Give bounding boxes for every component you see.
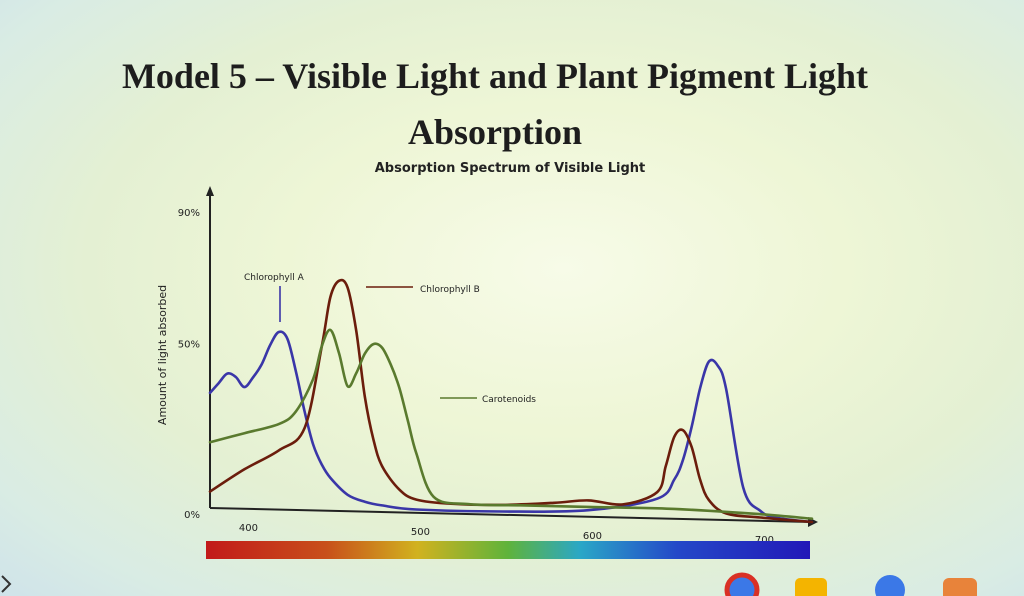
- y-tick-label: 90%: [178, 208, 200, 219]
- slides-icon[interactable]: [795, 578, 827, 596]
- page-title-line2: Absorption: [407, 112, 583, 152]
- series-lines: [208, 278, 814, 524]
- meet-icon[interactable]: [875, 575, 905, 596]
- y-tick-label: 0%: [184, 510, 200, 521]
- x-tick-label: 700: [755, 535, 774, 546]
- series-line-chlorophyll-a: [208, 330, 814, 524]
- tick-labels: 400 500 600 700 0% 50% 90% Amount of light abso…: [156, 208, 774, 546]
- chart-title: Absorption Spectrum of Visible Light: [374, 161, 646, 176]
- callout-label-chlorophyll-a: Chlorophyll A: [244, 273, 305, 283]
- taskbar: [724, 572, 977, 596]
- spectrum-bar: [206, 541, 810, 559]
- page-title: Model 5 – Visible Light and Plant Pigmen…: [0, 48, 990, 160]
- x-tick-label: 600: [583, 531, 602, 542]
- x-tick-label: 400: [239, 523, 258, 534]
- series-line-carotenoids: [208, 328, 814, 520]
- y-axis-label: Amount of light absorbed: [156, 285, 169, 425]
- x-tick-label: 500: [411, 527, 430, 538]
- y-axis-arrow: [206, 186, 214, 196]
- callout-label-carotenoids: Carotenoids: [482, 395, 536, 405]
- chrome-icon[interactable]: [724, 572, 760, 596]
- callout-label-chlorophyll-b: Chlorophyll B: [420, 285, 480, 295]
- y-tick-label: 50%: [178, 340, 200, 351]
- axes: [206, 186, 818, 527]
- series-callouts: Chlorophyll A Chlorophyll B Carotenoids: [244, 273, 536, 405]
- x-axis: [209, 507, 813, 523]
- shelf-launcher-icon[interactable]: [0, 572, 16, 596]
- files-icon[interactable]: [943, 578, 977, 596]
- page-title-line1: Model 5 – Visible Light and Plant Pigmen…: [121, 56, 869, 96]
